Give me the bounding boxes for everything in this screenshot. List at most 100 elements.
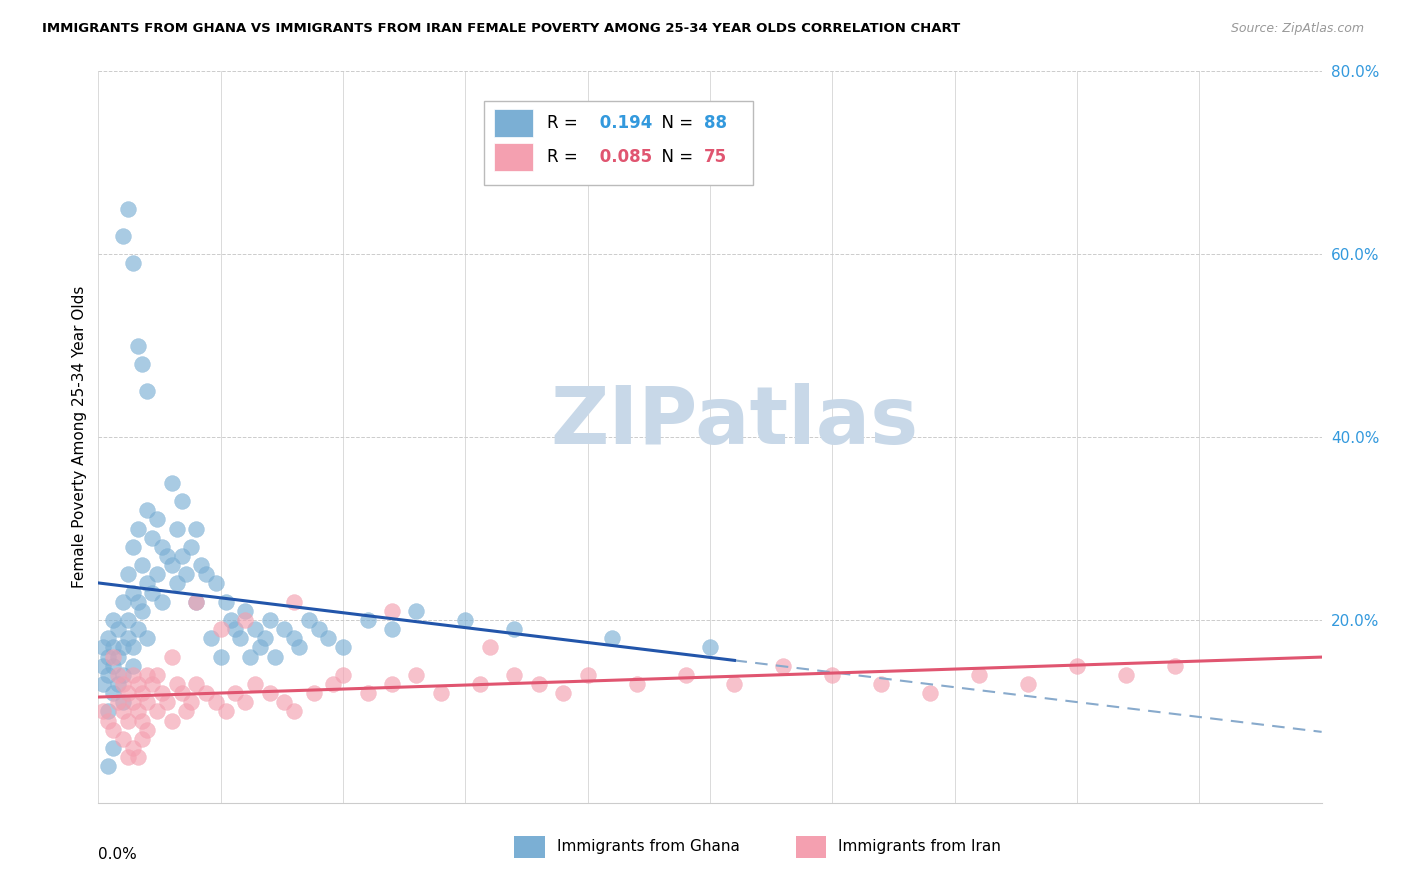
Point (273, 695, 295, 709)
Point (107, 622, 129, 636)
Point (600, 632, 623, 646)
Point (318, 632, 340, 646)
Point (131, 558, 153, 573)
Point (229, 632, 252, 646)
Text: R =: R = (547, 148, 583, 166)
Text: R =: R = (547, 114, 583, 132)
Point (127, 622, 149, 636)
Point (253, 632, 276, 646)
Point (170, 686, 193, 700)
Point (117, 567, 139, 582)
Bar (494, 110, 533, 137)
Point (224, 686, 246, 700)
Point (454, 613, 477, 627)
Point (219, 613, 242, 627)
Point (121, 585, 143, 599)
Point (97, 649, 120, 664)
Point (166, 677, 188, 691)
Point (127, 338, 149, 352)
Point (117, 714, 139, 728)
Point (200, 632, 222, 646)
Point (166, 576, 188, 591)
Point (259, 686, 281, 700)
Point (1115, 667, 1137, 681)
Point (527, 677, 550, 691)
Point (136, 723, 159, 737)
Point (117, 202, 139, 216)
Point (127, 750, 149, 764)
Bar (494, 143, 533, 171)
Point (503, 667, 526, 681)
Point (920, 686, 942, 700)
Point (107, 677, 129, 691)
Point (263, 649, 285, 664)
Point (381, 677, 404, 691)
Point (160, 475, 183, 490)
Point (121, 695, 143, 709)
Point (160, 558, 183, 573)
Point (97, 667, 120, 681)
Point (111, 667, 134, 681)
Point (111, 640, 134, 655)
Text: N =: N = (651, 114, 699, 132)
Point (101, 740, 124, 755)
Point (150, 594, 173, 608)
Point (160, 714, 183, 728)
Point (117, 613, 139, 627)
Point (503, 622, 526, 636)
Point (723, 677, 745, 691)
Text: Immigrants from Iran: Immigrants from Iran (838, 839, 1001, 855)
Point (136, 384, 159, 399)
Point (121, 740, 143, 755)
Point (205, 576, 228, 591)
Point (468, 677, 491, 691)
Point (214, 594, 236, 608)
Point (233, 613, 256, 627)
Point (136, 503, 159, 517)
Point (186, 594, 208, 608)
Text: Source: ZipAtlas.com: Source: ZipAtlas.com (1230, 22, 1364, 36)
Point (243, 677, 266, 691)
Point (259, 613, 281, 627)
Point (111, 229, 134, 244)
Point (243, 622, 266, 636)
Point (170, 494, 193, 508)
Point (107, 667, 129, 681)
Point (160, 649, 183, 664)
Text: 0.085: 0.085 (593, 148, 652, 166)
Point (97, 759, 120, 773)
Point (150, 686, 173, 700)
Point (186, 594, 208, 608)
Point (121, 658, 143, 673)
Point (131, 604, 153, 618)
Point (186, 521, 208, 535)
Point (141, 531, 163, 545)
Point (405, 604, 427, 618)
Point (302, 686, 325, 700)
Point (97, 714, 120, 728)
Point (146, 667, 169, 681)
Point (121, 667, 143, 681)
Text: 0.194: 0.194 (593, 114, 652, 132)
Text: Immigrants from Ghana: Immigrants from Ghana (557, 839, 740, 855)
Point (91, 677, 114, 691)
Point (356, 686, 378, 700)
Point (214, 705, 236, 719)
Point (131, 731, 153, 746)
Point (195, 686, 218, 700)
Point (131, 686, 153, 700)
Point (821, 667, 844, 681)
Point (430, 686, 453, 700)
Point (150, 540, 173, 554)
Point (156, 549, 179, 563)
Point (283, 705, 305, 719)
Point (127, 594, 149, 608)
Point (101, 640, 124, 655)
Point (405, 667, 427, 681)
Text: IMMIGRANTS FROM GHANA VS IMMIGRANTS FROM IRAN FEMALE POVERTY AMONG 25-34 YEAR OL: IMMIGRANTS FROM GHANA VS IMMIGRANTS FROM… (42, 22, 960, 36)
Point (553, 686, 575, 700)
Point (146, 567, 169, 582)
Point (298, 613, 321, 627)
Point (239, 649, 262, 664)
Point (288, 640, 311, 655)
